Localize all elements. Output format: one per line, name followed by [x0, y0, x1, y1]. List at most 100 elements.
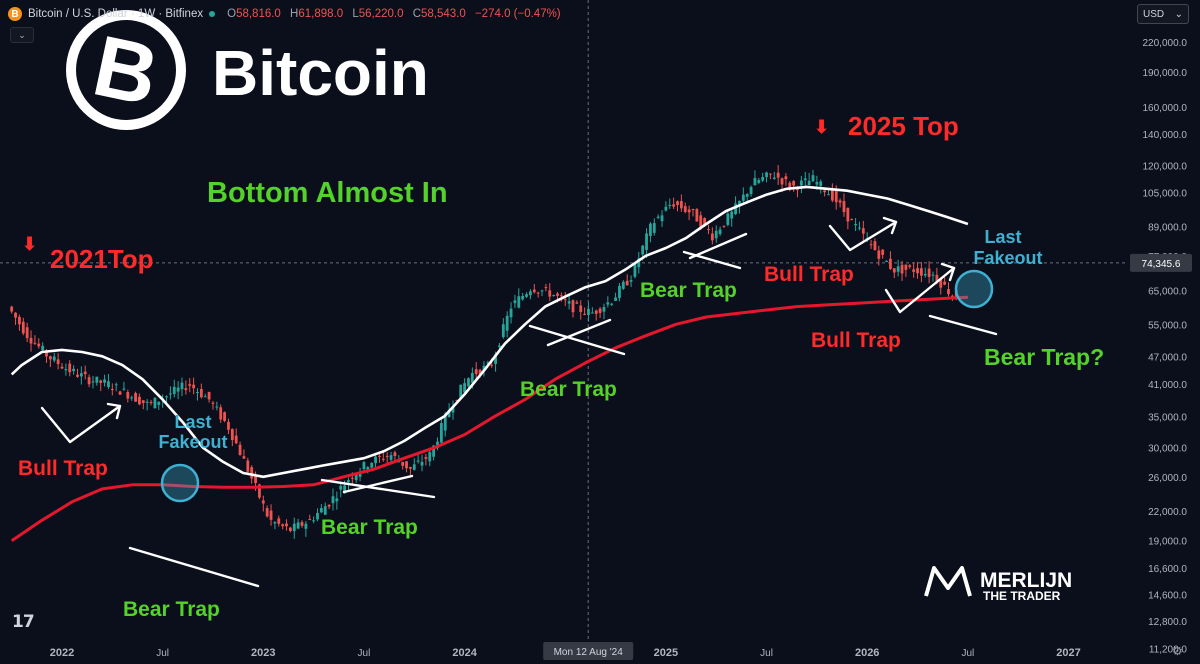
x-tick-label: 2026	[855, 647, 879, 659]
y-tick-label: 14,600.0	[1148, 590, 1187, 601]
candle-body	[308, 519, 312, 521]
label-fakeout: Fakeout	[973, 248, 1042, 268]
candle-body	[443, 413, 447, 431]
candle-body	[563, 299, 567, 301]
bear-trap-line	[928, 314, 998, 336]
candle-body	[288, 527, 292, 532]
x-tick-label: Jul	[156, 648, 169, 659]
candle-body	[939, 278, 943, 288]
y-tick-label: 190,000.0	[1143, 68, 1188, 79]
collapse-legend-button[interactable]: ⌄	[10, 27, 34, 43]
candle-body	[567, 301, 571, 304]
candle-body	[246, 460, 250, 472]
candle-body	[513, 300, 517, 304]
candle-body	[811, 175, 815, 182]
candle-body	[424, 457, 428, 459]
candle-body	[72, 368, 76, 372]
candle-body	[335, 498, 339, 502]
candle-body	[18, 316, 21, 325]
x-tick-label: 2027	[1056, 647, 1080, 659]
candle-body	[896, 266, 900, 272]
candle-body	[273, 522, 277, 524]
candle-body	[827, 194, 830, 196]
label-2021-top: 2021Top	[50, 244, 154, 274]
candle-body	[842, 201, 846, 213]
bear-trap-line	[342, 474, 414, 494]
candle-body	[718, 229, 722, 235]
candle-body	[629, 280, 633, 282]
symbol-title[interactable]: Bitcoin / U.S. Dollar · 1W · Bitfinex	[28, 8, 204, 20]
candle-body	[10, 306, 14, 312]
candle-body	[881, 249, 885, 255]
candle-body	[447, 409, 451, 418]
candle-body	[223, 412, 226, 421]
candle-body	[505, 315, 509, 331]
candle-body	[834, 191, 838, 203]
candle-body	[478, 369, 482, 376]
candle-body	[649, 223, 652, 236]
bear-trap-line	[682, 250, 742, 270]
candle-body	[362, 461, 366, 470]
candle-body	[676, 201, 679, 206]
gear-icon[interactable]: ⚙	[1172, 644, 1183, 658]
bitcoin-logo-ring	[76, 20, 176, 120]
candle-body	[807, 180, 811, 186]
candle-body	[451, 406, 455, 413]
bitcoin-wordmark: Bitcoin	[212, 37, 429, 109]
brand-tagline: THE TRADER	[983, 589, 1061, 603]
candle-body	[788, 182, 792, 188]
x-tick-label: 2025	[654, 647, 678, 659]
candle-body	[68, 363, 72, 373]
candle-body	[838, 200, 842, 203]
candle-body	[64, 369, 68, 371]
candle-body	[765, 172, 768, 178]
symbol-header: B Bitcoin / U.S. Dollar · 1W · Bitfinex …	[8, 3, 561, 25]
candle-body	[281, 524, 285, 527]
candle-body	[509, 308, 513, 318]
candle-body	[869, 244, 873, 246]
candle-body	[621, 281, 625, 289]
label-bull-trap: Bull Trap	[764, 263, 854, 286]
candle-body	[21, 321, 25, 334]
candle-body	[722, 225, 726, 227]
candle-body	[757, 179, 761, 183]
ma-red-line	[10, 295, 968, 542]
candle-body	[149, 401, 153, 403]
y-tick-label: 89,000.0	[1148, 222, 1187, 233]
change-value: −274.0 (−0.47%)	[474, 8, 561, 20]
candle-body	[48, 356, 52, 360]
y-tick-label: 47,000.0	[1148, 352, 1187, 363]
candle-body	[122, 388, 126, 390]
candle-body	[819, 181, 823, 186]
bear-trap-line	[528, 324, 626, 356]
candle-body	[916, 268, 919, 274]
candle-body	[347, 480, 350, 483]
candle-body	[745, 194, 749, 197]
candle-body	[641, 245, 645, 255]
candle-body	[350, 477, 354, 479]
candle-body	[196, 391, 199, 393]
candle-body	[707, 229, 710, 231]
candle-body	[796, 188, 799, 191]
candle-body	[749, 186, 753, 195]
candle-body	[172, 386, 176, 394]
candle-body	[207, 391, 211, 400]
candle-body	[892, 268, 896, 273]
tradingview-logo-icon[interactable]: 17	[12, 612, 35, 632]
y-tick-label: 16,600.0	[1148, 564, 1187, 575]
candle-body	[583, 313, 587, 315]
open-value: 58,816.0	[236, 8, 281, 20]
label-bear-trap: Bear Trap	[123, 598, 220, 621]
y-tick-label: 41,000.0	[1148, 380, 1187, 391]
candle-body	[107, 381, 110, 388]
currency-selector[interactable]: USD ⌄	[1137, 4, 1189, 24]
candles	[10, 165, 958, 539]
candle-body	[296, 522, 300, 529]
bear-trap-line	[688, 232, 748, 260]
candle-body	[799, 180, 803, 186]
candle-body	[703, 218, 707, 225]
candle-body	[900, 264, 904, 274]
chevron-down-icon: ⌄	[18, 29, 26, 40]
